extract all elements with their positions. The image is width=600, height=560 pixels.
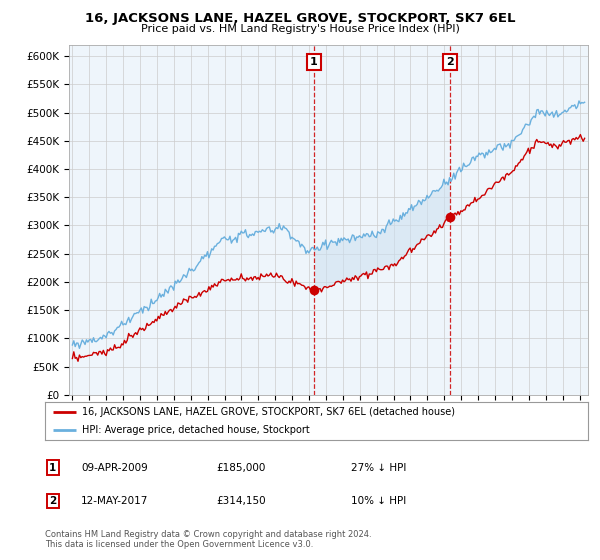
Text: 16, JACKSONS LANE, HAZEL GROVE, STOCKPORT, SK7 6EL (detached house): 16, JACKSONS LANE, HAZEL GROVE, STOCKPOR… bbox=[82, 407, 455, 417]
Text: 16, JACKSONS LANE, HAZEL GROVE, STOCKPORT, SK7 6EL: 16, JACKSONS LANE, HAZEL GROVE, STOCKPOR… bbox=[85, 12, 515, 25]
Text: £185,000: £185,000 bbox=[216, 463, 265, 473]
Text: 1: 1 bbox=[49, 463, 56, 473]
Text: Price paid vs. HM Land Registry's House Price Index (HPI): Price paid vs. HM Land Registry's House … bbox=[140, 24, 460, 34]
Text: 27% ↓ HPI: 27% ↓ HPI bbox=[351, 463, 406, 473]
Text: This data is licensed under the Open Government Licence v3.0.: This data is licensed under the Open Gov… bbox=[45, 540, 313, 549]
Text: 09-APR-2009: 09-APR-2009 bbox=[81, 463, 148, 473]
Text: 2: 2 bbox=[49, 496, 56, 506]
Text: 12-MAY-2017: 12-MAY-2017 bbox=[81, 496, 148, 506]
Text: 1: 1 bbox=[310, 57, 317, 67]
Text: 10% ↓ HPI: 10% ↓ HPI bbox=[351, 496, 406, 506]
Text: HPI: Average price, detached house, Stockport: HPI: Average price, detached house, Stoc… bbox=[82, 425, 310, 435]
Text: £314,150: £314,150 bbox=[216, 496, 266, 506]
Text: Contains HM Land Registry data © Crown copyright and database right 2024.: Contains HM Land Registry data © Crown c… bbox=[45, 530, 371, 539]
Text: 2: 2 bbox=[446, 57, 454, 67]
